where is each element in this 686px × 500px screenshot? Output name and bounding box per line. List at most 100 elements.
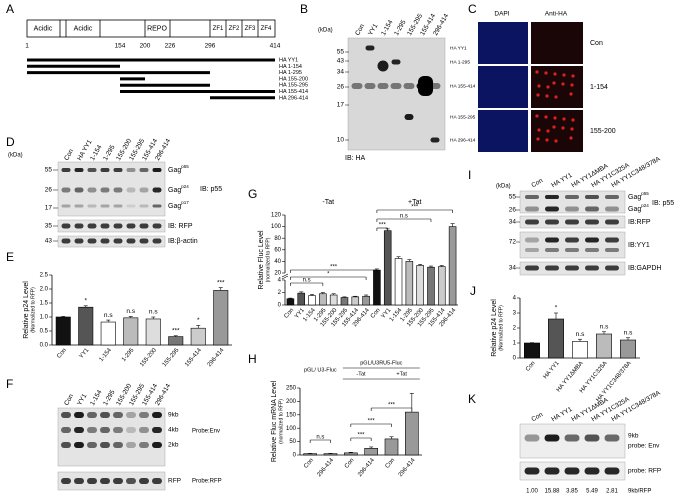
panel-label: C xyxy=(468,2,477,16)
blot-band xyxy=(87,223,97,229)
blot-band xyxy=(126,442,136,448)
y-axis-sublabel: (Normalized to RFP) xyxy=(498,305,504,351)
blot-band xyxy=(126,238,136,244)
blot-band xyxy=(525,248,539,252)
band-name: Gag xyxy=(628,206,641,213)
ha-signal xyxy=(570,127,574,131)
blot-band xyxy=(87,478,97,484)
ha-signal xyxy=(569,136,573,140)
blot-band xyxy=(525,206,539,212)
blot-band xyxy=(585,237,599,243)
antibody-label: IB: p55 xyxy=(652,200,674,207)
ha-signal xyxy=(570,83,574,87)
ha-signal xyxy=(561,126,565,130)
panel-label: K xyxy=(468,392,476,406)
band-name: Gag xyxy=(168,167,181,174)
bar xyxy=(55,316,71,346)
x-tick-label: 296-414 xyxy=(398,457,417,478)
blot-band xyxy=(113,442,123,448)
marker-label: 17 xyxy=(337,102,345,109)
blot-band xyxy=(100,412,110,418)
blot-band xyxy=(565,219,579,225)
ha-signal xyxy=(535,114,539,118)
blot-band xyxy=(152,478,162,484)
blot-band xyxy=(139,168,149,172)
blot-band xyxy=(524,434,540,442)
bar xyxy=(524,342,540,359)
x-tick-label: YY1 xyxy=(79,347,91,360)
y-tick-label: 0 xyxy=(513,356,517,362)
blot-band xyxy=(524,467,540,475)
ha-signal xyxy=(554,95,558,99)
band-sup: p55 xyxy=(181,164,189,169)
blot-band xyxy=(430,137,440,143)
bar xyxy=(416,265,424,306)
position-label: 1 xyxy=(25,43,29,50)
significance: * xyxy=(197,317,200,324)
panel-label: J xyxy=(470,284,476,298)
blot-band xyxy=(565,206,579,212)
blot-band xyxy=(139,187,149,193)
significance: n.s xyxy=(104,312,113,319)
blot-band xyxy=(87,427,97,433)
bar xyxy=(405,411,419,456)
blot xyxy=(57,219,166,233)
significance: *** xyxy=(379,223,387,229)
antibody-label: IB: HA xyxy=(345,155,366,162)
significance: n.s xyxy=(600,323,609,330)
blot-band xyxy=(61,427,71,433)
bar xyxy=(100,321,116,346)
significance: *** xyxy=(411,205,419,211)
bar xyxy=(303,453,317,456)
dapi-image xyxy=(478,66,528,108)
y-tick-label: 1 xyxy=(513,341,517,347)
ha-signal xyxy=(544,71,548,75)
blot-band xyxy=(391,59,401,65)
bar xyxy=(438,266,446,306)
blot-band xyxy=(564,467,580,475)
x-tick-label: Con xyxy=(385,457,397,469)
blot-band xyxy=(565,265,579,271)
blot-band xyxy=(605,248,619,252)
y-tick-label: 0.0 xyxy=(40,343,49,349)
construct-label: HA 296-414 xyxy=(279,95,308,101)
blot-band xyxy=(525,237,539,243)
antibody-label: IB:GAPDH xyxy=(628,265,661,272)
blot xyxy=(57,235,166,248)
blot-band xyxy=(365,45,375,51)
ratio-label: 9kb/RFP xyxy=(628,489,651,495)
unit-label: (kDa) xyxy=(8,153,23,159)
blot-band xyxy=(61,442,71,448)
y-tick-label: 4 xyxy=(513,296,517,302)
unit-label: (kDa) xyxy=(318,28,333,34)
significance: *** xyxy=(357,433,365,439)
antibody-label: IB: RFP xyxy=(168,223,193,230)
y-tick-label: 20 xyxy=(274,271,281,277)
bar xyxy=(405,261,414,306)
blot-band xyxy=(565,237,579,243)
bar xyxy=(364,447,378,456)
lane-label: HA YY1 xyxy=(550,172,573,190)
blot-band xyxy=(377,83,389,89)
probe-label: probe: Env xyxy=(628,443,660,450)
bar xyxy=(213,290,229,346)
band-label: Gagp55 xyxy=(168,164,189,174)
lane-label: Con xyxy=(63,393,75,407)
dapi-image xyxy=(478,22,528,64)
significance: n.s xyxy=(400,214,408,220)
position-label: 154 xyxy=(115,43,126,50)
bar xyxy=(427,266,435,306)
blot-band xyxy=(605,219,619,225)
ratio-value: 3.85 xyxy=(566,489,578,495)
blot-band xyxy=(152,204,162,208)
blot-band xyxy=(100,187,110,193)
significance: n.s xyxy=(316,435,324,441)
blot-band xyxy=(61,412,71,418)
blot-band xyxy=(585,248,599,252)
band-label: Gagp55 xyxy=(628,191,649,201)
blot-band xyxy=(139,223,149,229)
unit-label: (kDa) xyxy=(496,184,511,190)
y-axis-sublabel: (Normalized to RFP) xyxy=(30,287,36,333)
band-sup: p24 xyxy=(641,203,649,208)
